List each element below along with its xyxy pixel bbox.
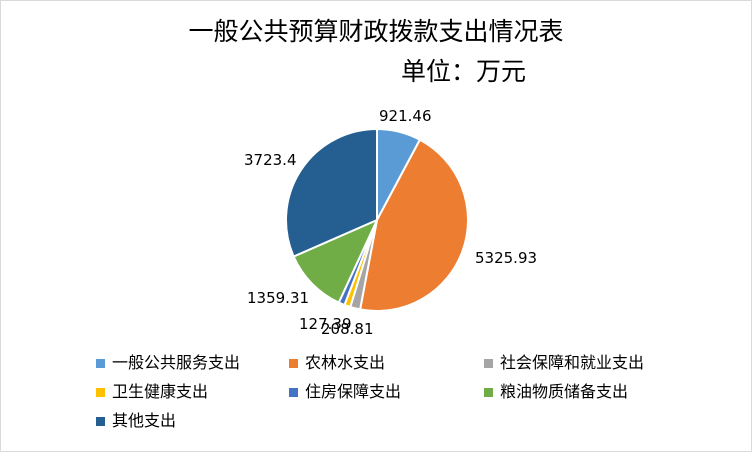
legend-item: 一般公共服务支出 [96, 353, 240, 373]
legend-swatch [96, 358, 105, 368]
legend-label: 住房保障支出 [305, 382, 402, 401]
legend-swatch [484, 387, 493, 397]
legend-label: 农林水支出 [305, 353, 386, 372]
pie-slices [285, 127, 469, 312]
chart-title: 一般公共预算财政拨款支出情况表 [188, 17, 564, 46]
legend-swatch [96, 416, 105, 426]
legend-label: 一般公共服务支出 [112, 353, 241, 372]
legend-item: 农林水支出 [289, 353, 385, 373]
legend-swatch [289, 358, 298, 368]
legend-swatch [484, 358, 493, 368]
pie-slice [292, 218, 380, 304]
legend-label: 社会保障和就业支出 [500, 353, 645, 372]
legend-label: 粮油物质储备支出 [500, 382, 629, 401]
pie-slice [358, 138, 469, 312]
data-label: 3723.4 [244, 151, 297, 169]
data-label: 208.81 [321, 320, 374, 338]
data-label: 127.39 [299, 315, 352, 333]
legend-label: 其他支出 [112, 411, 177, 430]
data-label: 5325.93 [475, 249, 537, 267]
data-label: 921.46 [379, 107, 432, 125]
legend-swatch [96, 387, 105, 397]
legend-item: 其他支出 [96, 411, 176, 431]
legend-item: 卫生健康支出 [96, 382, 208, 402]
data-label: 1359.31 [247, 289, 309, 307]
legend-label: 卫生健康支出 [112, 382, 209, 401]
legend-swatch [289, 387, 298, 397]
legend-item: 住房保障支出 [289, 382, 401, 402]
chart-subtitle: 单位：万元 [401, 57, 527, 86]
pie-slice [285, 127, 378, 258]
legend-item: 社会保障和就业支出 [484, 353, 644, 373]
legend-item: 粮油物质储备支出 [484, 382, 628, 402]
